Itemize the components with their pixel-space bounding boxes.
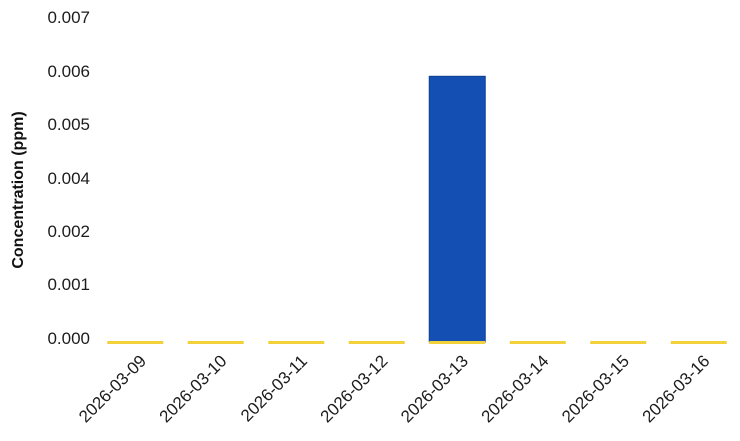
zero-marker — [348, 341, 405, 344]
zero-marker — [670, 341, 727, 344]
x-tick-label: 2026-03-16 — [639, 351, 714, 426]
x-tick-label: 2026-03-14 — [478, 351, 553, 426]
y-tick-label: 0.000 — [47, 329, 90, 348]
x-tick-label: 2026-03-11 — [237, 351, 311, 425]
x-tick-label: 2026-03-09 — [75, 351, 150, 426]
y-tick-label: 0.006 — [47, 62, 90, 81]
zero-marker — [268, 341, 325, 344]
zero-marker — [429, 341, 486, 344]
x-tick-label: 2026-03-10 — [156, 351, 231, 426]
bar — [428, 75, 486, 343]
x-tick-label: 2026-03-12 — [317, 351, 392, 426]
zero-marker — [590, 341, 647, 344]
y-tick-label: 0.001 — [47, 275, 90, 294]
y-tick-label: 0.004 — [47, 169, 90, 188]
x-tick-labels: 2026-03-09 2026-03-10 2026-03-11 2026-03-12… — [75, 351, 713, 426]
bars — [428, 75, 486, 343]
x-tick-label: 2026-03-15 — [558, 351, 633, 426]
zero-marker — [187, 341, 244, 344]
zero-markers — [107, 341, 727, 344]
zero-marker — [107, 341, 164, 344]
x-tick-label: 2026-03-13 — [397, 351, 472, 426]
zero-marker — [509, 341, 566, 344]
y-axis-label: Concentration (ppm) — [10, 111, 27, 268]
y-tick-label: 0.005 — [47, 115, 90, 134]
y-tick-labels: 0.000 0.001 0.002 0.004 0.005 0.006 0.007 — [47, 8, 90, 348]
y-tick-label: 0.007 — [47, 8, 90, 27]
y-tick-label: 0.002 — [47, 222, 90, 241]
